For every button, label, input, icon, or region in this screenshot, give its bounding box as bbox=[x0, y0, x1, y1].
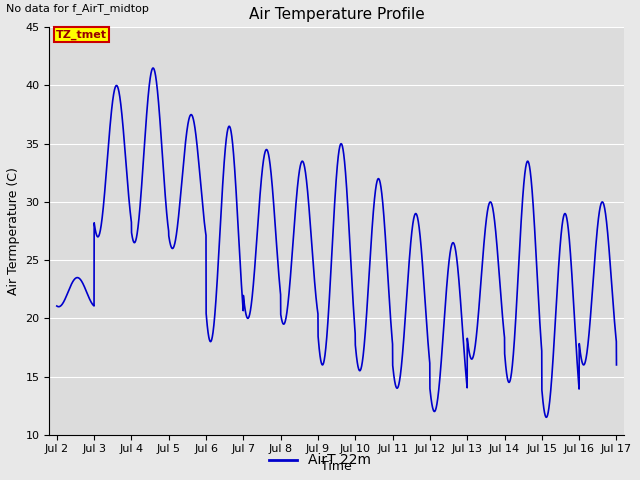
Title: Air Temperature Profile: Air Temperature Profile bbox=[249, 7, 424, 22]
Legend: AirT 22m: AirT 22m bbox=[264, 448, 376, 473]
Text: TZ_tmet: TZ_tmet bbox=[56, 30, 107, 40]
Text: No data for f_AirT_midtop: No data for f_AirT_midtop bbox=[6, 3, 149, 14]
Y-axis label: Air Termperature (C): Air Termperature (C) bbox=[7, 167, 20, 295]
X-axis label: Time: Time bbox=[321, 460, 352, 473]
